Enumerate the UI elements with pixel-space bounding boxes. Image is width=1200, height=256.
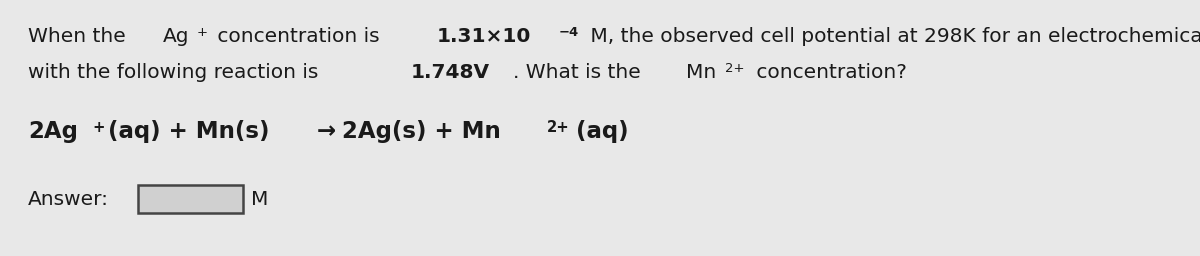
Text: 2+: 2+ [725, 62, 744, 76]
Text: 2Ag: 2Ag [28, 120, 78, 143]
Text: Ag: Ag [162, 27, 188, 46]
Text: M: M [251, 190, 268, 209]
Bar [138, 185, 242, 213]
Text: 2+: 2+ [546, 120, 569, 135]
Text: +: + [92, 120, 104, 135]
Text: . What is the: . What is the [514, 63, 647, 82]
Text: with the following reaction is: with the following reaction is [28, 63, 325, 82]
Text: M, the observed cell potential at 298K for an electrochemical cell: M, the observed cell potential at 298K f… [584, 27, 1200, 46]
Text: (aq) + Mn(s): (aq) + Mn(s) [108, 120, 270, 143]
Text: +: + [197, 26, 208, 39]
Text: (aq): (aq) [576, 120, 629, 143]
Text: concentration?: concentration? [750, 63, 907, 82]
Text: →: → [317, 120, 336, 143]
Text: concentration is: concentration is [211, 27, 385, 46]
Text: 1.748V: 1.748V [410, 63, 490, 82]
Text: Answer:: Answer: [28, 190, 109, 209]
Text: 1.31×10: 1.31×10 [437, 27, 530, 46]
Text: −4: −4 [558, 26, 578, 39]
Text: When the: When the [28, 27, 132, 46]
Text: 2Ag(s) + Mn: 2Ag(s) + Mn [342, 120, 500, 143]
Text: Mn: Mn [686, 63, 716, 82]
